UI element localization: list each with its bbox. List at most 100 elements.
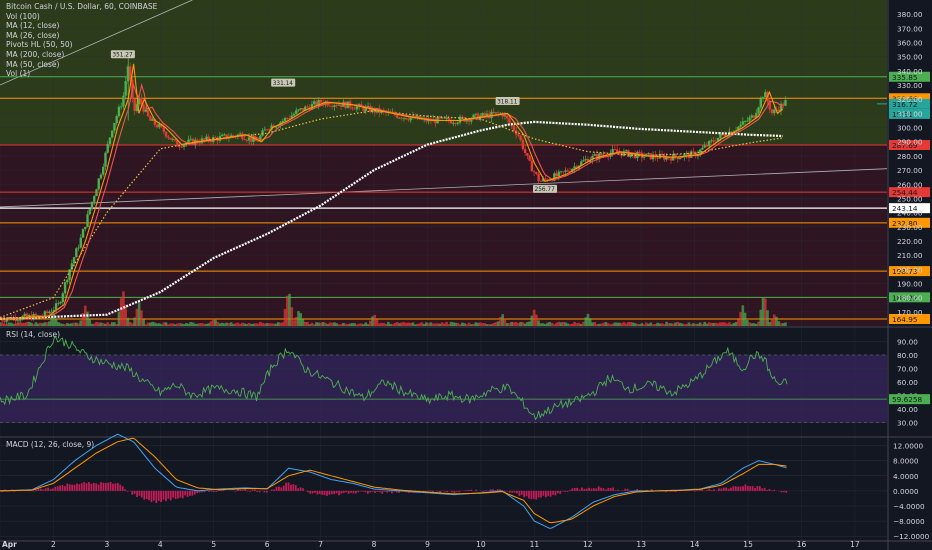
legend-item[interactable]: MA (12, close) [6, 21, 60, 31]
candle-body [247, 137, 251, 141]
macd-histogram-bar [302, 488, 304, 491]
volume-bar [741, 305, 745, 326]
volume-bar [79, 320, 83, 326]
volume-bar [669, 323, 673, 326]
volume-bar [326, 324, 329, 326]
volume-bar [92, 323, 96, 326]
volume-bar [380, 322, 383, 326]
macd-histogram-bar [352, 490, 355, 494]
macd-histogram-bar [489, 489, 492, 491]
candle-body [499, 113, 502, 114]
ma200-line [0, 120, 783, 320]
volume-bar [678, 322, 682, 326]
candle-body [636, 151, 639, 159]
pivot-tag [533, 184, 558, 193]
volume-bar [474, 322, 478, 326]
candle-body [119, 106, 123, 108]
price-tick-label: 210.00 [897, 251, 923, 260]
volume-bar [546, 322, 549, 326]
macd-histogram-bar [297, 488, 300, 491]
candle-body [615, 149, 619, 153]
volume-bar [184, 323, 188, 326]
macd-histogram-bar [73, 484, 76, 491]
volume-bar [755, 323, 758, 326]
price-tick-label: 180.00 [897, 294, 923, 303]
macd-title[interactable]: MACD (12, 26, close, 9) [6, 440, 95, 449]
candle-body [434, 119, 437, 124]
macd-histogram-bar [162, 490, 165, 500]
volume-bar [81, 313, 85, 326]
candle-body [135, 104, 139, 111]
macd-histogram-bar [746, 485, 749, 491]
volume-bar [364, 322, 368, 326]
macd-histogram-bar [68, 484, 71, 491]
macd-histogram-bar [391, 490, 393, 494]
volume-bar [301, 319, 305, 326]
candle-body [600, 153, 603, 156]
macd-histogram-bar [104, 482, 107, 491]
candle-body [440, 117, 444, 119]
candle-body [176, 140, 179, 147]
candle-body [335, 105, 338, 107]
volume-bar [725, 323, 729, 326]
volume-bar [389, 323, 392, 326]
legend-item[interactable]: MA (26, close) [6, 30, 60, 40]
legend-item[interactable]: MA (50, close) [6, 59, 60, 69]
volume-bar [101, 323, 105, 326]
macd-histogram-bar [138, 490, 141, 496]
legend-item[interactable]: Pivots HL (50, 50) [6, 40, 73, 50]
legend-item[interactable]: Vol (1) [6, 69, 31, 79]
macd-histogram-bar [196, 490, 199, 494]
volume-bar [276, 322, 280, 326]
volume-bar [391, 324, 395, 326]
macd-histogram-bar [379, 490, 381, 493]
price-level-tag [889, 71, 930, 82]
volume-bar [624, 323, 628, 326]
price-tick-label: 330.00 [897, 81, 923, 90]
volume-bar [649, 322, 653, 326]
macd-histogram-bar [600, 487, 603, 491]
legend-item[interactable]: MA (200, close) [6, 49, 65, 59]
macd-histogram-bar [39, 488, 42, 491]
volume-bar [436, 323, 439, 326]
candle-body [445, 118, 448, 119]
candle-body [508, 118, 511, 123]
candle-body [106, 143, 109, 153]
macd-histogram-bar [504, 490, 506, 492]
volume-bar [272, 323, 276, 326]
volume-bar [353, 323, 356, 326]
candle-body [586, 159, 590, 163]
volume-bar [0, 322, 4, 326]
candle-body [443, 117, 446, 119]
volume-bar [748, 322, 751, 326]
candle-body [207, 136, 210, 141]
candle-body [108, 137, 112, 144]
price-tick-label: 280.00 [897, 152, 923, 161]
candle-body [178, 146, 181, 148]
macd-histogram-bar [83, 482, 86, 491]
candle-body [447, 118, 451, 121]
volume-bar [604, 322, 608, 326]
candle-body [698, 149, 702, 154]
price-tick-label: 250.00 [897, 194, 923, 203]
macd-histogram-bar [540, 490, 542, 498]
legend-item[interactable]: Vol (100) [6, 11, 40, 21]
rsi-tick-label: 30.00 [897, 419, 918, 428]
macd-histogram-bar [588, 487, 591, 491]
candle-body [476, 113, 480, 120]
macd-histogram-bar [782, 490, 785, 493]
volume-bar [348, 323, 352, 326]
rsi-title[interactable]: RSI (14, close) [6, 330, 61, 339]
candle-body [438, 117, 442, 119]
volume-bar [784, 322, 787, 326]
candle-body [79, 237, 82, 248]
candle-body [532, 171, 536, 173]
volume-bar [171, 323, 175, 326]
macd-histogram-bar [381, 490, 384, 494]
macd-tick-label: 0.0000 [893, 487, 919, 496]
candle-body [59, 302, 62, 304]
volume-bar [431, 323, 435, 326]
macd-histogram-bar [597, 486, 600, 491]
volume-bar [377, 323, 381, 326]
macd-histogram-bar [554, 490, 557, 496]
